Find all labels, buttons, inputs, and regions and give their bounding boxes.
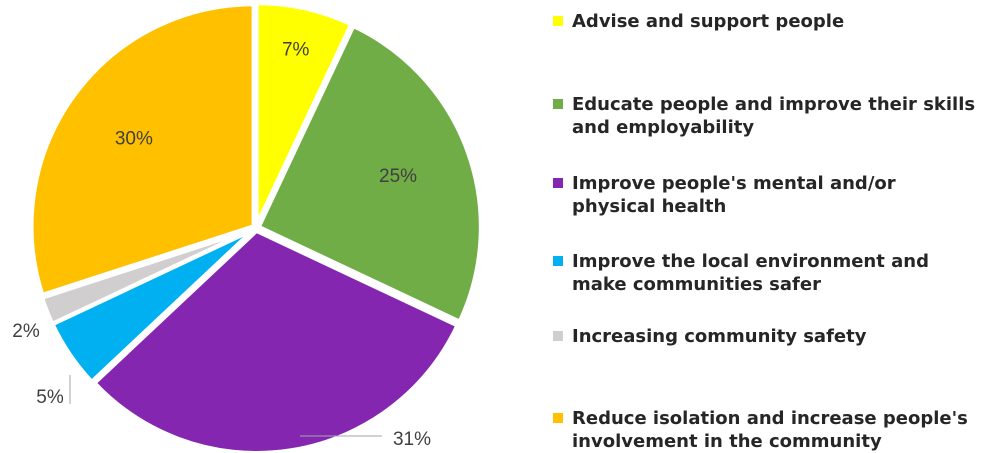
pie-chart: 7% 25% 31% 5% 2% 30% — [12, 1, 483, 452]
legend-item-isolation: Reduce isolation and increase people's i… — [553, 407, 977, 453]
data-label-educate: 25% — [379, 166, 417, 187]
legend-swatch — [553, 99, 563, 109]
pie-slice-safety — [39, 227, 255, 327]
legend-label: Reduce isolation and increase people's i… — [572, 408, 968, 452]
data-label-health: 31% — [393, 429, 431, 450]
legend-item-health: Improve people's mental and/or physical … — [553, 172, 977, 218]
data-label-advise: 7% — [282, 39, 310, 60]
pie-slice-isolation — [29, 2, 256, 298]
legend-label: Improve people's mental and/or physical … — [572, 173, 896, 217]
pie-slice-advise — [254, 1, 354, 226]
legend-item-educate: Educate people and improve their skills … — [553, 93, 977, 139]
legend-item-safety: Increasing community safety — [553, 325, 977, 348]
chart-legend: Advise and support people Educate people… — [553, 0, 978, 452]
data-label-safety: 2% — [12, 321, 40, 342]
legend-label: Increasing community safety — [572, 326, 867, 347]
pie-slice-health — [91, 228, 461, 452]
data-label-environment: 5% — [36, 387, 64, 408]
leader-lines — [69, 375, 382, 437]
data-label-isolation: 30% — [115, 128, 153, 149]
legend-swatch — [553, 413, 563, 423]
legend-swatch — [553, 331, 563, 341]
legend-swatch — [553, 178, 563, 188]
legend-swatch — [553, 16, 563, 26]
pie-slices — [29, 1, 483, 452]
legend-label: Advise and support people — [572, 11, 845, 32]
legend-item-advise: Advise and support people — [553, 10, 977, 33]
legend-swatch — [553, 256, 563, 266]
legend-label: Improve the local environment and make c… — [572, 251, 929, 295]
legend-item-environment: Improve the local environment and make c… — [553, 250, 977, 296]
legend-label: Educate people and improve their skills … — [572, 94, 976, 138]
data-labels: 7% 25% 31% 5% 2% 30% — [12, 39, 431, 450]
pie-slice-educate — [256, 23, 483, 325]
